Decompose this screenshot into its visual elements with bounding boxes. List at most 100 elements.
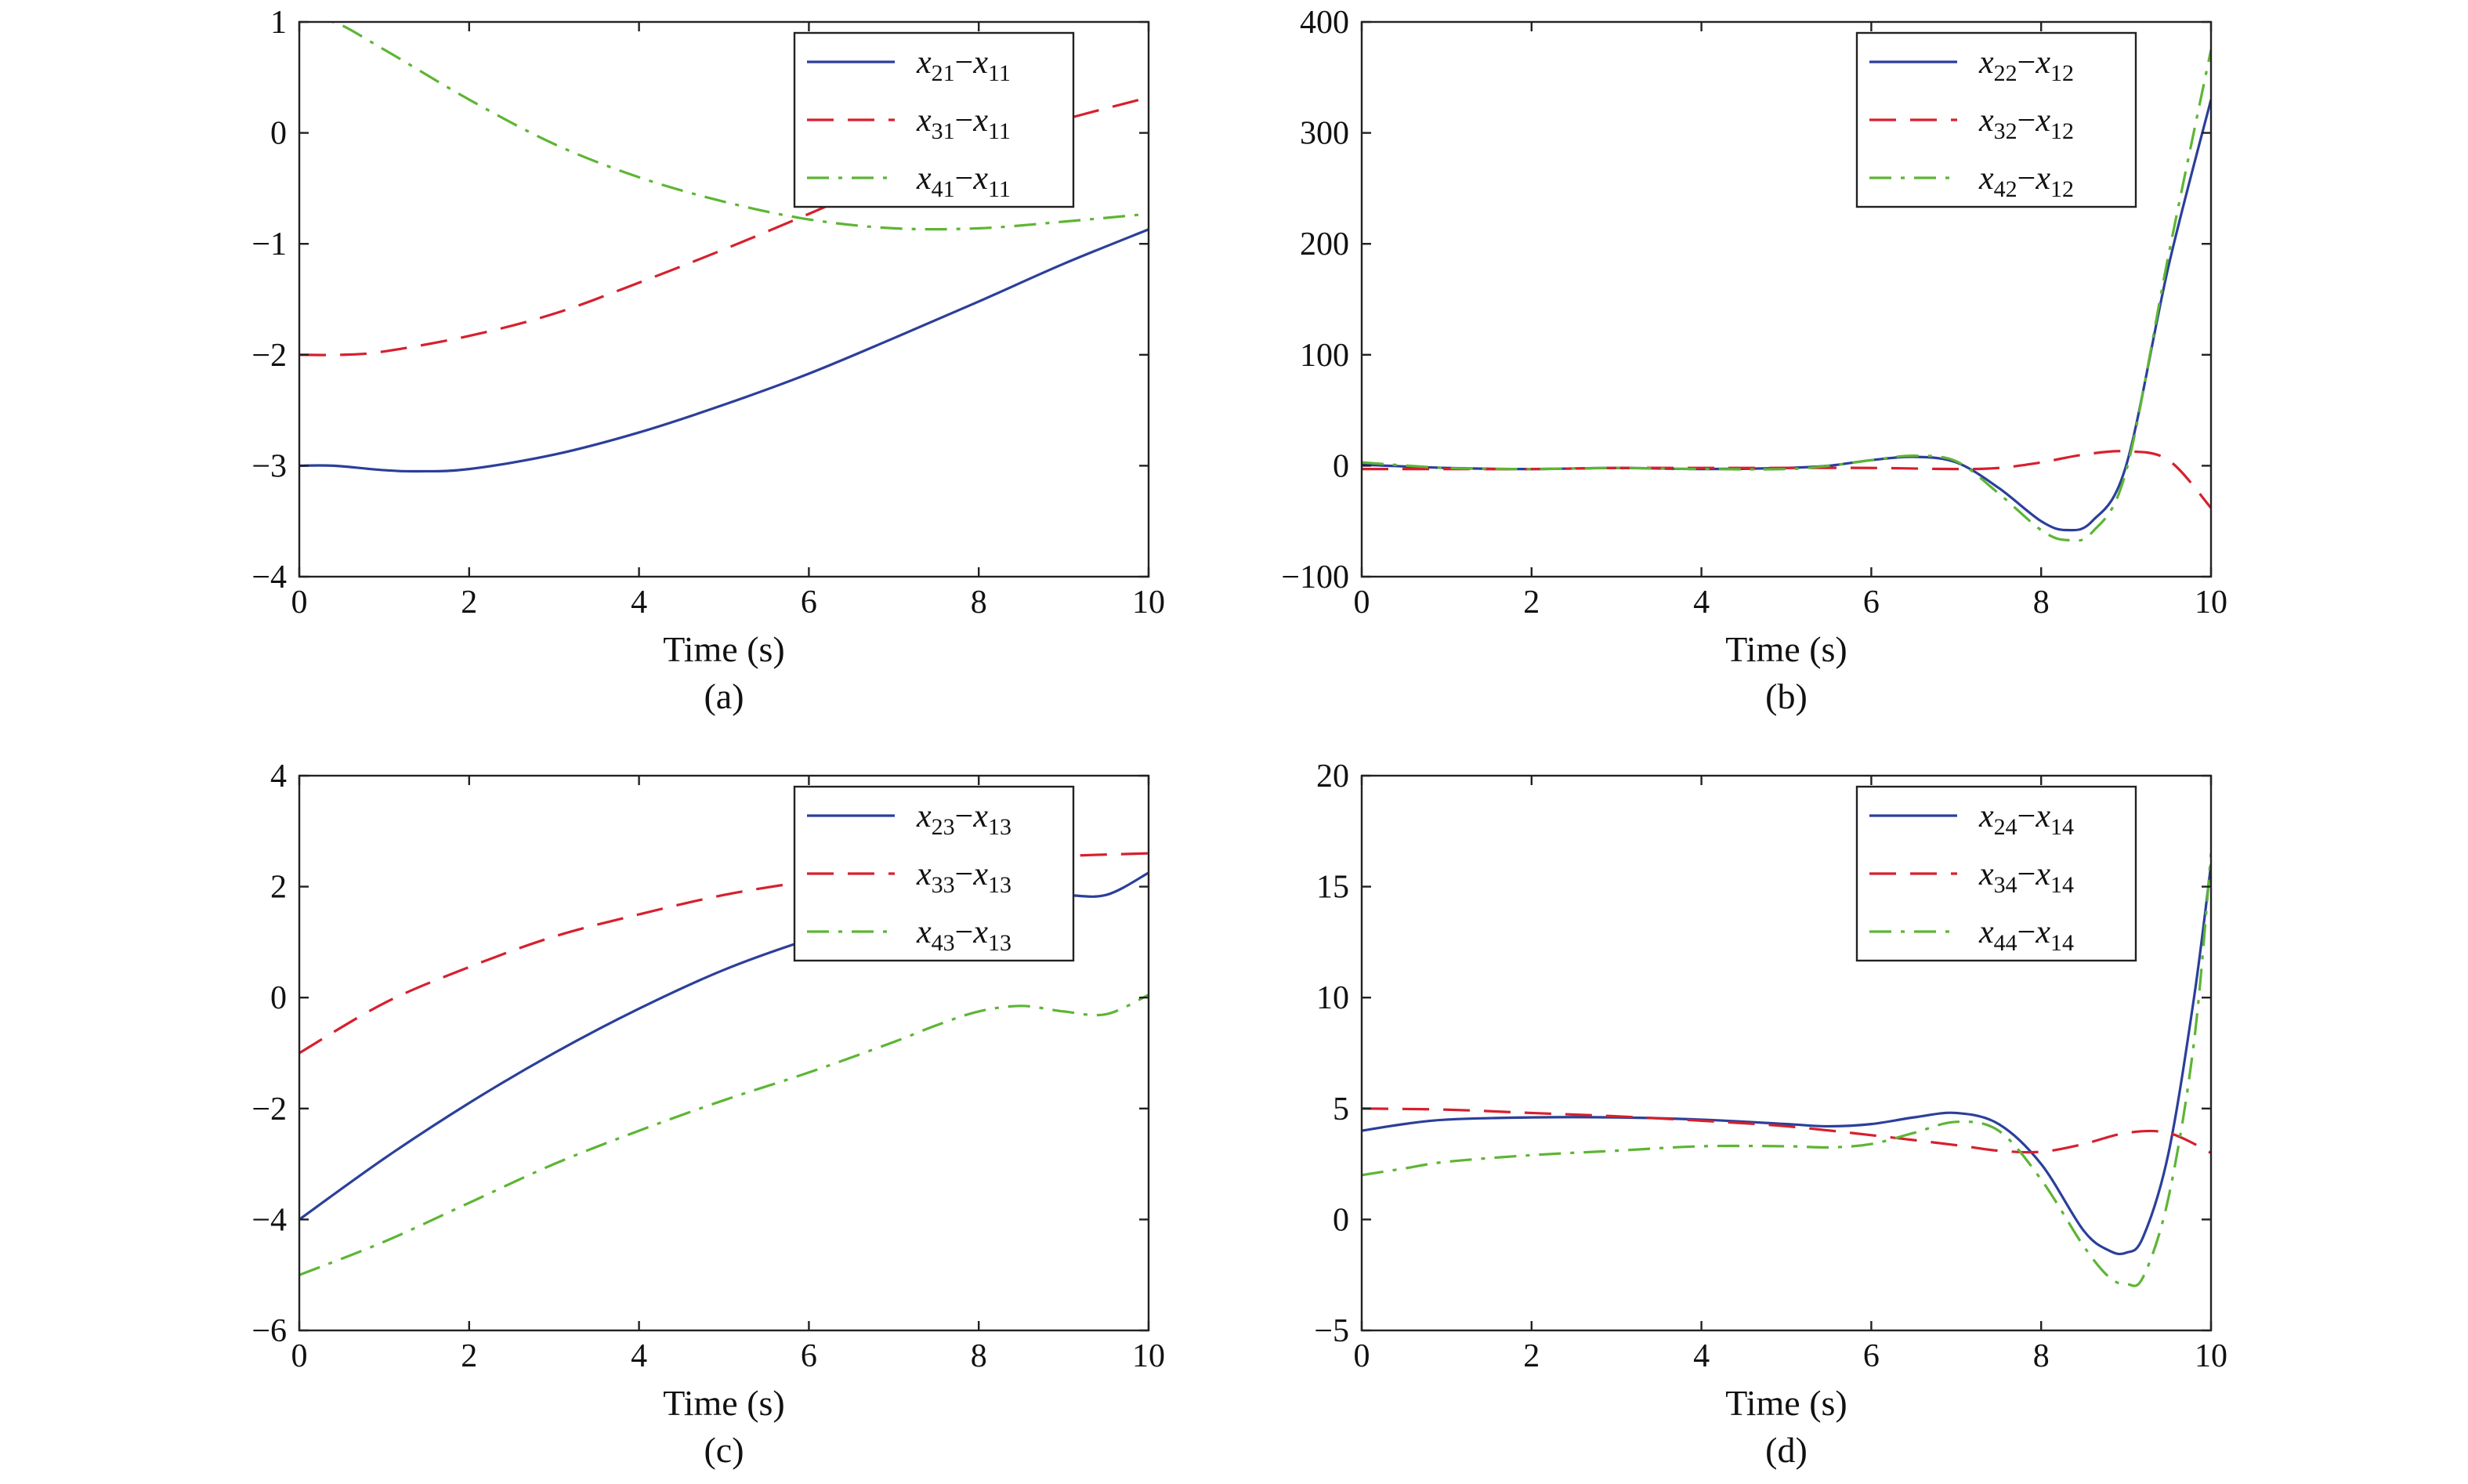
x-tick-label: 6 bbox=[801, 1338, 817, 1374]
x-tick-label: 0 bbox=[291, 585, 308, 621]
legend-minus: − bbox=[955, 798, 974, 834]
legend-subscript: 23 bbox=[932, 814, 955, 840]
legend-minus: − bbox=[2017, 856, 2036, 892]
series-line-dashdot bbox=[1362, 852, 2211, 1287]
y-tick-label: 200 bbox=[1300, 226, 1349, 262]
legend-variable: x bbox=[972, 45, 988, 81]
legend-label: x42−x12 bbox=[1978, 161, 2074, 202]
y-tick-label: −4 bbox=[252, 559, 287, 595]
legend-variable: x bbox=[2035, 798, 2050, 834]
legend-variable: x bbox=[1978, 103, 1994, 139]
y-tick-label: 10 bbox=[1316, 980, 1349, 1016]
legend-label: x21−x11 bbox=[916, 45, 1011, 86]
legend-subscript: 33 bbox=[932, 872, 955, 898]
legend-subscript: 41 bbox=[932, 176, 955, 202]
x-tick-label: 10 bbox=[2195, 1338, 2227, 1374]
panel-caption: (a) bbox=[704, 676, 744, 716]
x-tick-label: 2 bbox=[461, 585, 477, 621]
x-tick-label: 6 bbox=[1863, 585, 1880, 621]
x-tick-label: 10 bbox=[1132, 585, 1165, 621]
series-line-dashdot bbox=[299, 994, 1149, 1276]
y-tick-label: 0 bbox=[270, 980, 287, 1016]
legend-variable: x bbox=[1978, 161, 1994, 197]
y-tick-label: 0 bbox=[1333, 1202, 1349, 1238]
x-tick-label: 10 bbox=[1132, 1338, 1165, 1374]
legend-variable: x bbox=[916, 856, 932, 892]
x-axis-label: Time (s) bbox=[1725, 1383, 1847, 1423]
panel-caption: (d) bbox=[1765, 1430, 1808, 1470]
legend-minus: − bbox=[955, 914, 974, 950]
y-tick-label: 400 bbox=[1300, 5, 1349, 41]
legend-subscript: 21 bbox=[932, 60, 955, 86]
x-tick-label: 0 bbox=[291, 1338, 308, 1374]
y-tick-label: 2 bbox=[270, 870, 287, 906]
legend-label: x41−x11 bbox=[916, 161, 1011, 202]
y-tick-label: 300 bbox=[1300, 116, 1349, 152]
legend-minus: − bbox=[955, 45, 974, 81]
legend-subscript: 22 bbox=[1994, 60, 2017, 86]
legend-subscript: 24 bbox=[1994, 814, 2017, 840]
x-tick-label: 8 bbox=[971, 1338, 987, 1374]
legend-variable: x bbox=[1978, 798, 1994, 834]
series-line-solid bbox=[1362, 864, 2211, 1256]
series-line-dashed bbox=[1362, 1107, 2211, 1154]
legend-label: x23−x13 bbox=[916, 798, 1011, 840]
legend-subscript: 13 bbox=[988, 814, 1011, 840]
legend-label: x24−x14 bbox=[1978, 798, 2074, 840]
x-tick-label: 2 bbox=[1523, 585, 1540, 621]
y-tick-label: −1 bbox=[252, 226, 287, 262]
legend-minus: − bbox=[955, 161, 974, 197]
legend-subscript: 31 bbox=[932, 118, 955, 144]
legend-subscript: 32 bbox=[1994, 118, 2017, 144]
x-tick-label: 0 bbox=[1354, 585, 1370, 621]
legend-subscript: 13 bbox=[988, 930, 1011, 956]
legend-minus: − bbox=[2017, 45, 2036, 81]
x-tick-label: 10 bbox=[2195, 585, 2227, 621]
x-axis-label: Time (s) bbox=[663, 629, 785, 669]
x-tick-label: 4 bbox=[1693, 585, 1710, 621]
legend-label: x32−x12 bbox=[1978, 103, 2074, 144]
plot-frame bbox=[1360, 20, 2213, 578]
legend-minus: − bbox=[955, 103, 974, 139]
x-axis-label: Time (s) bbox=[663, 1383, 785, 1423]
plot-frame bbox=[298, 20, 1150, 578]
y-tick-label: 4 bbox=[270, 758, 287, 794]
series-group bbox=[1362, 852, 2211, 1287]
y-tick-label: −3 bbox=[252, 448, 287, 484]
legend-variable: x bbox=[972, 161, 988, 197]
x-axis-label: Time (s) bbox=[1725, 629, 1847, 669]
y-tick-label: 20 bbox=[1316, 758, 1349, 794]
legend-subscript: 14 bbox=[2050, 814, 2074, 840]
y-tick-label: −2 bbox=[252, 338, 287, 374]
plot-frame bbox=[1360, 774, 2213, 1332]
legend-variable: x bbox=[2035, 103, 2050, 139]
legend-variable: x bbox=[916, 45, 932, 81]
legend-variable: x bbox=[972, 914, 988, 950]
legend-subscript: 12 bbox=[2050, 118, 2074, 144]
series-line-dashed bbox=[1362, 450, 2211, 509]
legend-minus: − bbox=[2017, 914, 2036, 950]
legend-variable: x bbox=[916, 103, 932, 139]
legend-subscript: 12 bbox=[2050, 60, 2074, 86]
y-tick-label: −5 bbox=[1314, 1313, 1349, 1349]
legend-variable: x bbox=[1978, 914, 1994, 950]
y-tick-label: 0 bbox=[1333, 448, 1349, 484]
x-tick-label: 6 bbox=[1863, 1338, 1880, 1374]
y-tick-label: 0 bbox=[270, 116, 287, 152]
legend-variable: x bbox=[2035, 161, 2050, 197]
legend-subscript: 34 bbox=[1994, 872, 2017, 898]
legend-variable: x bbox=[1978, 45, 1994, 81]
legend-subscript: 11 bbox=[988, 118, 1011, 144]
legend-subscript: 12 bbox=[2050, 176, 2074, 202]
panel-caption: (c) bbox=[704, 1430, 744, 1470]
legend-minus: − bbox=[2017, 161, 2036, 197]
legend-variable: x bbox=[916, 798, 932, 834]
series-line-solid bbox=[299, 228, 1149, 473]
x-tick-label: 6 bbox=[801, 585, 817, 621]
x-tick-label: 4 bbox=[631, 1338, 647, 1374]
